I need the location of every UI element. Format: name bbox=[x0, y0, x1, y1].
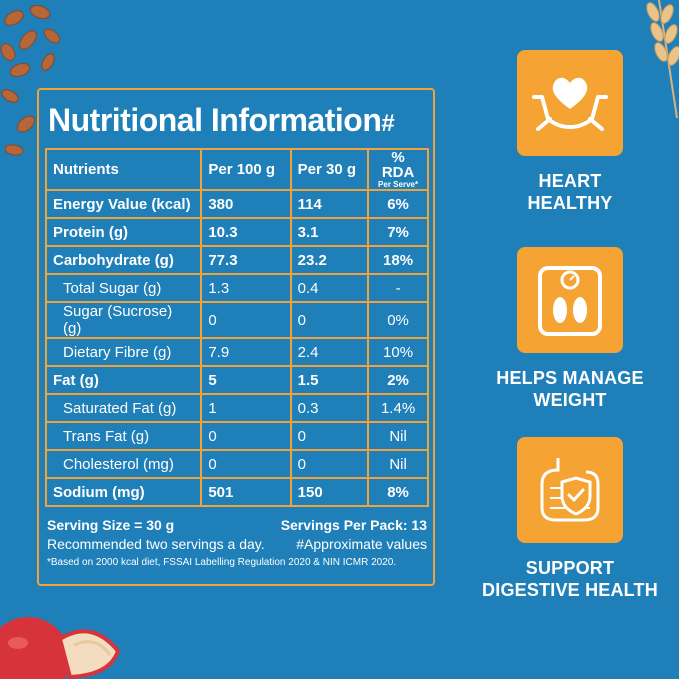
row-per30: 3.1 bbox=[289, 217, 370, 247]
row-per30: 0 bbox=[289, 421, 370, 451]
benefit-label-line2: WEIGHT bbox=[533, 390, 607, 410]
row-name: Cholesterol (mg) bbox=[44, 449, 203, 479]
row-per100: 380 bbox=[200, 189, 292, 219]
row-rda: 2% bbox=[367, 365, 429, 395]
panel-footer: Serving Size = 30 g Servings Per Pack: 1… bbox=[47, 516, 427, 568]
approx-note: #Approximate values bbox=[296, 536, 427, 552]
title-text: Nutritional Information bbox=[48, 102, 382, 138]
row-per30: 0 bbox=[289, 449, 370, 479]
benefit-digestive: SUPPORT DIGESTIVE HEALTH bbox=[472, 437, 668, 601]
header-per-30g: Per 30 g bbox=[289, 148, 370, 191]
row-name: Dietary Fibre (g) bbox=[44, 337, 203, 367]
row-rda: Nil bbox=[367, 449, 429, 479]
header-nutrients: Nutrients bbox=[44, 148, 203, 191]
digestive-badge bbox=[517, 437, 623, 543]
row-rda: 7% bbox=[367, 217, 429, 247]
benefit-label-line1: HELPS MANAGE bbox=[496, 368, 644, 388]
row-per100: 1.3 bbox=[200, 273, 292, 303]
header-rda-sub: Per Serve* bbox=[378, 180, 419, 189]
row-rda: 10% bbox=[367, 337, 429, 367]
benefit-weight: HELPS MANAGE WEIGHT bbox=[472, 247, 668, 411]
title-mark: # bbox=[381, 110, 395, 137]
row-per100: 0 bbox=[200, 449, 292, 479]
row-name: Carbohydrate (g) bbox=[44, 245, 203, 275]
benefit-label-line1: HEART bbox=[538, 171, 602, 191]
heart-badge bbox=[517, 50, 623, 156]
row-rda: - bbox=[367, 273, 429, 303]
servings-per-pack: Servings Per Pack: 13 bbox=[280, 517, 427, 533]
nutrition-panel: Nutritional Information# Nutrients Per 1… bbox=[37, 88, 435, 586]
row-rda: 18% bbox=[367, 245, 429, 275]
row-per100: 77.3 bbox=[200, 245, 292, 275]
row-per100: 5 bbox=[200, 365, 292, 395]
header-per-100g: Per 100 g bbox=[200, 148, 292, 191]
row-per100: 7.9 bbox=[200, 337, 292, 367]
table-row: Energy Value (kcal) 380 114 6% bbox=[44, 189, 429, 219]
row-name: Protein (g) bbox=[44, 217, 203, 247]
row-per30: 0.4 bbox=[289, 273, 370, 303]
table-row: Trans Fat (g) 0 0 Nil bbox=[44, 421, 429, 451]
table-row: Carbohydrate (g) 77.3 23.2 18% bbox=[44, 245, 429, 275]
row-name: Saturated Fat (g) bbox=[44, 393, 203, 423]
table-row: Total Sugar (g) 1.3 0.4 - bbox=[44, 273, 429, 303]
row-per100: 501 bbox=[200, 477, 292, 507]
table-row: Protein (g) 10.3 3.1 7% bbox=[44, 217, 429, 247]
row-rda: 0% bbox=[367, 301, 429, 339]
row-per100: 0 bbox=[200, 301, 292, 339]
row-name: Total Sugar (g) bbox=[44, 273, 203, 303]
almonds-illustration bbox=[0, 4, 61, 156]
benefit-heart-healthy: HEART HEALTHY bbox=[472, 50, 668, 214]
row-name: Sugar (Sucrose) (g) bbox=[44, 301, 203, 339]
row-per30: 1.5 bbox=[289, 365, 370, 395]
row-per30: 114 bbox=[289, 189, 370, 219]
scale-badge bbox=[517, 247, 623, 353]
table-row: Fat (g) 5 1.5 2% bbox=[44, 365, 429, 395]
table-row: Cholesterol (mg) 0 0 Nil bbox=[44, 449, 429, 479]
row-per100: 10.3 bbox=[200, 217, 292, 247]
row-name: Trans Fat (g) bbox=[44, 421, 203, 451]
row-rda: 8% bbox=[367, 477, 429, 507]
header-rda: % RDA Per Serve* bbox=[367, 148, 429, 191]
row-name: Sodium (mg) bbox=[44, 477, 203, 507]
benefit-label-line2: HEALTHY bbox=[527, 193, 613, 213]
apple-illustration bbox=[0, 617, 121, 679]
panel-title: Nutritional Information# bbox=[48, 102, 395, 139]
footnote: *Based on 2000 kcal diet, FSSAI Labellin… bbox=[47, 557, 397, 568]
table-row: Sugar (Sucrose) (g) 0 0 0% bbox=[44, 301, 429, 339]
row-per100: 0 bbox=[200, 421, 292, 451]
table-row: Sodium (mg) 501 150 8% bbox=[44, 477, 429, 507]
benefit-label-line1: SUPPORT bbox=[525, 558, 615, 578]
row-per30: 150 bbox=[289, 477, 370, 507]
row-per100: 1 bbox=[200, 393, 292, 423]
row-per30: 2.4 bbox=[289, 337, 370, 367]
heart-hands-icon bbox=[532, 77, 608, 131]
table-header-row: Nutrients Per 100 g Per 30 g % RDA Per S… bbox=[44, 148, 429, 191]
digestive-shield-icon bbox=[540, 458, 600, 522]
row-name: Energy Value (kcal) bbox=[44, 189, 203, 219]
row-per30: 0.3 bbox=[289, 393, 370, 423]
row-rda: Nil bbox=[367, 421, 429, 451]
table-row: Saturated Fat (g) 1 0.3 1.4% bbox=[44, 393, 429, 423]
serving-size: Serving Size = 30 g bbox=[47, 517, 175, 533]
row-per30: 0 bbox=[289, 301, 370, 339]
recommendation-text: Recommended two servings a day. bbox=[47, 536, 265, 552]
row-rda: 6% bbox=[367, 189, 429, 219]
row-rda: 1.4% bbox=[367, 393, 429, 423]
table-row: Dietary Fibre (g) 7.9 2.4 10% bbox=[44, 337, 429, 367]
weighing-scale-icon bbox=[538, 266, 602, 336]
row-name: Fat (g) bbox=[44, 365, 203, 395]
benefit-label-line2: DIGESTIVE HEALTH bbox=[482, 580, 658, 600]
row-per30: 23.2 bbox=[289, 245, 370, 275]
nutrition-table: Nutrients Per 100 g Per 30 g % RDA Per S… bbox=[44, 148, 429, 507]
header-rda-label: % RDA bbox=[381, 149, 415, 181]
